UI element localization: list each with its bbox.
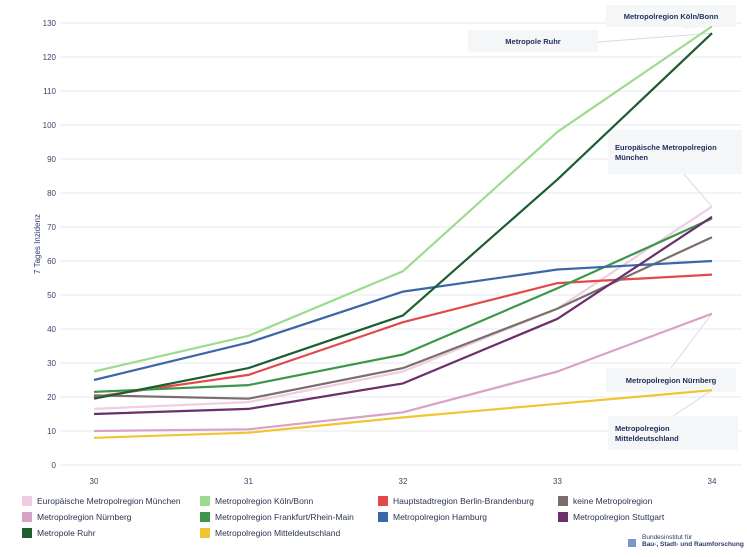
y-tick-label: 130: [43, 19, 57, 28]
y-tick-label: 80: [47, 189, 56, 198]
legend-swatch: [378, 496, 388, 506]
annotation-leader-line: [670, 313, 713, 369]
y-tick-label: 110: [43, 87, 56, 96]
x-tick-label: 32: [399, 477, 408, 486]
institute-logo-text: Bundesinstitut für Bau-, Stadt- und Raum…: [642, 534, 744, 548]
chart-legend: Europäische Metropolregion München Metrop…: [22, 496, 722, 538]
legend-label: Hauptstadtregion Berlin-Brandenburg: [393, 496, 534, 506]
annotation-label: Metropolregion: [615, 424, 670, 433]
series-line: [93, 259, 713, 382]
legend-item: Hauptstadtregion Berlin-Brandenburg: [378, 496, 558, 506]
legend-label: keine Metropolregion: [573, 496, 653, 506]
x-tick-label: 34: [708, 477, 717, 486]
legend-swatch: [22, 496, 32, 506]
institute-logo: Bundesinstitut für Bau-, Stadt- und Raum…: [626, 534, 744, 552]
y-tick-label: 10: [47, 427, 56, 436]
legend-item: Metropolregion Frankfurt/Rhein-Main: [200, 512, 378, 522]
annotation-label: Metropole Ruhr: [505, 37, 560, 46]
legend-item: Metropolregion Stuttgart: [558, 512, 708, 522]
y-tick-label: 50: [47, 291, 56, 300]
legend-label: Metropolregion Nürnberg: [37, 512, 132, 522]
legend-label: Europäische Metropolregion München: [37, 496, 181, 506]
y-tick-label: 30: [47, 359, 56, 368]
series-line: [93, 32, 713, 400]
annotation-label: Metropolregion Köln/Bonn: [624, 12, 719, 21]
y-tick-label: 90: [47, 155, 56, 164]
annotation-label: Mitteldeutschland: [615, 434, 679, 443]
logo-line2: Bau-, Stadt- und Raumforschung: [642, 541, 744, 549]
series-line: [93, 217, 713, 393]
series-line: [93, 215, 713, 416]
y-tick-label: 100: [43, 121, 57, 130]
x-tick-label: 31: [244, 477, 253, 486]
legend-item: Europäische Metropolregion München: [22, 496, 200, 506]
legend-swatch: [200, 528, 210, 538]
legend-swatch: [558, 512, 568, 522]
series-line: [93, 312, 713, 433]
series-line: [93, 25, 713, 373]
y-tick-label: 70: [47, 223, 56, 232]
legend-label: Metropolregion Hamburg: [393, 512, 488, 522]
legend-item: Metropolregion Mitteldeutschland: [200, 528, 378, 538]
series-line: [93, 389, 713, 439]
legend-item: keine Metropolregion: [558, 496, 708, 506]
annotation-label: Europäische Metropolregion: [615, 143, 717, 152]
x-tick-label: 33: [553, 477, 562, 486]
legend-label: Metropolregion Stuttgart: [573, 512, 665, 522]
legend-swatch: [22, 512, 32, 522]
y-tick-label: 40: [47, 325, 56, 334]
legend-swatch: [558, 496, 568, 506]
annotation-label: Metropolregion Nürnberg: [626, 376, 717, 385]
series-line: [93, 273, 713, 399]
annotation-box: [608, 130, 742, 174]
legend-item: Metropole Ruhr: [22, 528, 200, 538]
annotation-box: [606, 5, 736, 27]
annotation-box: [606, 368, 736, 392]
legend-label: Metropolregion Frankfurt/Rhein-Main: [215, 512, 354, 522]
annotation-leader-line: [597, 32, 713, 43]
logo-line1: Bundesinstitut für: [642, 534, 693, 541]
legend-item: Metropolregion Nürnberg: [22, 512, 200, 522]
annotation-leader-line: [672, 389, 713, 417]
legend-label: Metropolregion Köln/Bonn: [215, 496, 314, 506]
annotation-box: [468, 30, 598, 52]
y-tick-label: 120: [43, 53, 57, 62]
y-tick-label: 0: [52, 461, 57, 470]
y-axis-label: 7 Tages Inzidenz: [33, 214, 42, 274]
legend-label: Metropolregion Mitteldeutschland: [215, 528, 341, 538]
series-line: [93, 205, 713, 410]
legend-swatch: [378, 512, 388, 522]
annotation-leader-line: [681, 171, 713, 207]
legend-label: Metropole Ruhr: [37, 528, 96, 538]
legend-item: Metropolregion Hamburg: [378, 512, 558, 522]
y-tick-label: 60: [47, 257, 56, 266]
y-tick-label: 20: [47, 393, 56, 402]
legend-swatch: [22, 528, 32, 538]
legend-swatch: [200, 512, 210, 522]
legend-swatch: [200, 496, 210, 506]
x-tick-label: 30: [90, 477, 99, 486]
legend-item: Metropolregion Köln/Bonn: [200, 496, 378, 506]
annotation-label: München: [615, 153, 648, 162]
annotation-box: [608, 416, 738, 450]
institute-logo-mark: [626, 537, 638, 549]
